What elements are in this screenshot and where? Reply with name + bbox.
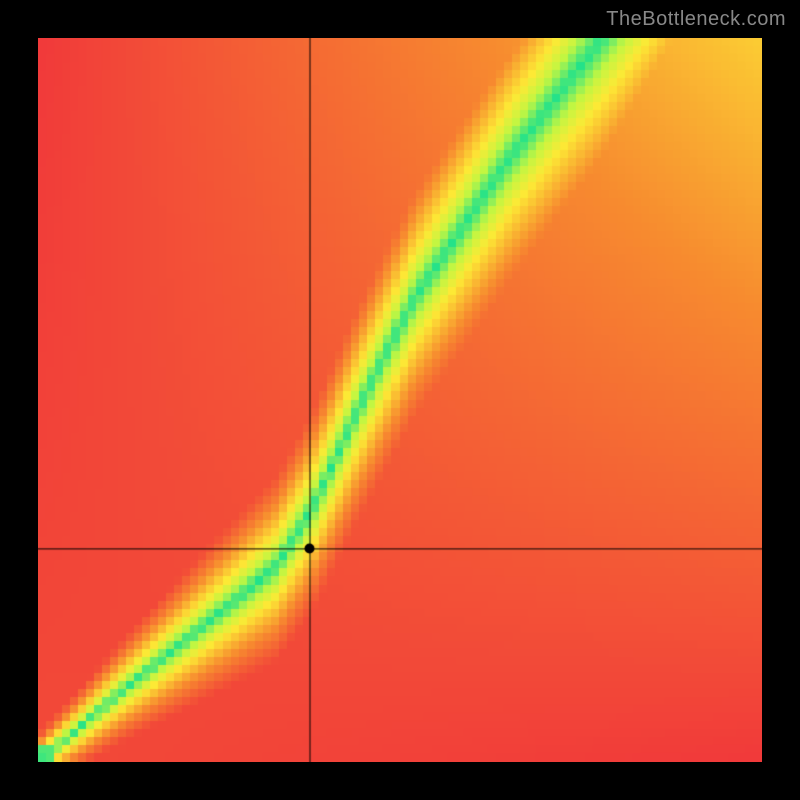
watermark-text: TheBottleneck.com xyxy=(606,8,786,31)
bottleneck-heatmap xyxy=(38,38,762,762)
chart-container: { "watermark": { "text": "TheBottleneck.… xyxy=(0,0,800,800)
